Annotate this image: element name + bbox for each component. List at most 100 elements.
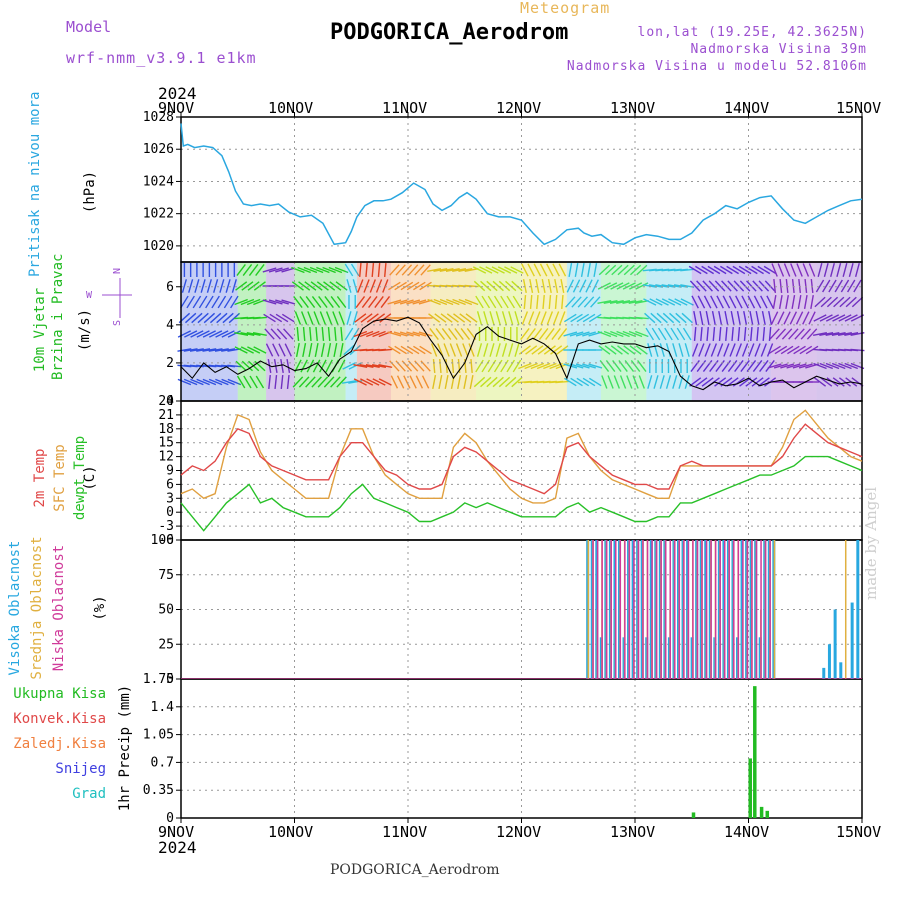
top-date-15nov: 15NOV (836, 99, 882, 117)
wind-barb (826, 296, 839, 308)
wind-barb (560, 278, 565, 294)
wind-barb (781, 328, 793, 340)
wind-barb (308, 342, 313, 358)
wind-barb (318, 295, 328, 309)
wind-barb (838, 314, 852, 322)
wind-barb (236, 263, 246, 277)
panel-frame (180, 678, 863, 819)
wind-barb (200, 279, 206, 293)
wind-barb (298, 376, 310, 388)
wind-barb (275, 299, 289, 305)
wind-barb (506, 359, 516, 373)
wind-barb (309, 326, 312, 342)
wind-barb (280, 374, 284, 390)
wind-barb (264, 328, 275, 340)
wind-barb (622, 282, 636, 290)
wind-barb (247, 281, 260, 291)
wind-barb (591, 279, 599, 293)
wind-barb (393, 299, 408, 305)
wind-barb (695, 265, 708, 275)
wind-barb (208, 378, 223, 386)
wind-barb (555, 380, 570, 384)
wind-barb (808, 311, 816, 325)
y-tick-label: 12 (158, 450, 174, 465)
wind-barb (588, 363, 603, 369)
wind-barb (372, 330, 386, 338)
wind-barb (825, 314, 840, 322)
cloud-bar-low (651, 540, 653, 679)
wind-barb (523, 294, 527, 310)
wind-barb (599, 359, 610, 373)
wind-barb (406, 345, 420, 355)
wind-barb (336, 295, 347, 309)
cloud-bar-low (714, 540, 717, 679)
wind-barb (758, 280, 770, 292)
wind-barb (563, 377, 577, 387)
wind-barb (222, 312, 234, 324)
wind-barb (598, 345, 611, 355)
wind-barb (803, 294, 808, 310)
wind-barb (650, 312, 662, 324)
wind-barb (458, 267, 473, 273)
cloud-bar-low (637, 540, 640, 679)
wind-barb (268, 299, 283, 305)
wind-barb (469, 374, 474, 390)
wind-barb (413, 345, 426, 355)
wind-barb (348, 362, 362, 370)
temp2m-line (180, 423, 863, 495)
wind-barb (294, 311, 302, 325)
wind-barb (655, 298, 669, 306)
wind-barb (234, 331, 249, 337)
wind-barb (610, 345, 623, 355)
snow-label: Snijeg (55, 761, 106, 777)
convective-rain-label: Konvek.Kisa (13, 711, 106, 727)
wind-barb (541, 278, 546, 294)
wind-barb (452, 267, 467, 273)
wind-barb (180, 295, 189, 309)
wind-barb (791, 278, 795, 294)
wind-barb (632, 375, 639, 389)
wind-barb (704, 343, 711, 357)
wind-barb (771, 263, 778, 277)
wind-barb (832, 314, 846, 322)
wind-barb (439, 358, 442, 374)
wind-barb (334, 266, 349, 274)
wind-barb (183, 348, 198, 352)
wind-barb (649, 298, 663, 306)
wind-barb (538, 327, 549, 341)
wind-barb (330, 295, 341, 309)
wind-barb (432, 374, 437, 390)
wind-barb (511, 280, 523, 292)
cloud-bar-low (692, 540, 694, 679)
model-name: wrf-nmm_v3.9.1 e1km (66, 49, 257, 67)
wind-barb (390, 375, 399, 389)
wind-barb (668, 298, 682, 306)
wind-barb (383, 262, 387, 278)
wind-barb (727, 359, 738, 373)
cloud-bar-low (601, 540, 603, 679)
wind-barb (323, 376, 335, 388)
y-tick-label: 2 (166, 356, 174, 371)
wind-barb (216, 312, 228, 324)
wind-barb (438, 374, 443, 390)
wind-barb (653, 375, 659, 389)
wind-barb (189, 348, 204, 352)
wind-barb (337, 359, 346, 373)
wind-barb (579, 279, 587, 293)
y-tick-label: 9 (166, 464, 174, 479)
wind-barb (754, 343, 761, 357)
wind-barb (366, 330, 380, 338)
wind-barb (604, 282, 618, 290)
wind-barb (276, 328, 288, 340)
wind-barb (394, 281, 407, 291)
y-tick-label: 50 (158, 603, 174, 618)
wind-barb (399, 331, 414, 337)
wind-barb (678, 343, 684, 357)
wind-barb (851, 296, 864, 308)
wind-barb (603, 299, 618, 305)
wind-barb (368, 295, 378, 309)
wind-barb (414, 264, 425, 276)
cloud-bar-low (683, 540, 685, 679)
wind-barb (761, 310, 766, 326)
y-tick-label: 0 (166, 811, 174, 826)
